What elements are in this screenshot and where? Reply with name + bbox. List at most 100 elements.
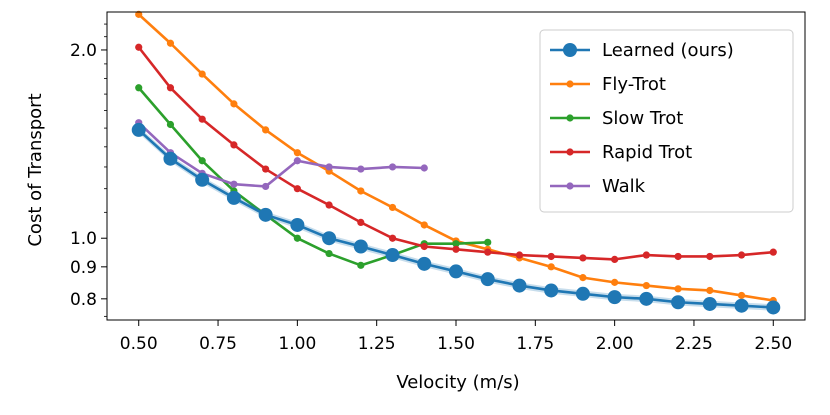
- point-fly-trot-3: [230, 100, 238, 108]
- point-learned-ours-7: [353, 239, 368, 254]
- y-tick-label: 1.0: [70, 229, 97, 249]
- point-fly-trot-14: [579, 274, 587, 282]
- point-learned-ours-11: [480, 272, 495, 287]
- legend-label-fly-trot: Fly-Trot: [602, 74, 666, 95]
- point-learned-ours-19: [734, 298, 749, 313]
- y-tick-label: 0.9: [70, 258, 97, 278]
- point-rapid-trot-11: [484, 248, 492, 256]
- point-walk-4: [262, 182, 270, 191]
- point-learned-ours-17: [671, 295, 686, 310]
- point-learned-ours-20: [766, 300, 781, 315]
- point-learned-ours-1: [163, 151, 178, 166]
- point-fly-trot-0: [135, 10, 143, 18]
- point-rapid-trot-8: [388, 234, 397, 242]
- point-learned-ours-16: [639, 291, 654, 306]
- point-rapid-trot-19: [737, 251, 746, 259]
- point-rapid-trot-5: [293, 185, 301, 193]
- point-slow-trot-1: [166, 120, 175, 129]
- point-learned-ours-10: [449, 264, 463, 279]
- point-rapid-trot-3: [230, 141, 238, 149]
- legend-marker-rapid-trot: [566, 148, 574, 156]
- point-learned-ours-12: [512, 278, 527, 293]
- point-learned-ours-8: [385, 248, 400, 263]
- legend-box: [539, 29, 794, 213]
- point-learned-ours-18: [702, 296, 717, 311]
- point-fly-trot-17: [674, 285, 682, 293]
- x-tick-label: 1.50: [437, 334, 475, 354]
- point-walk-8: [388, 163, 397, 171]
- point-fly-trot-4: [262, 126, 270, 134]
- point-fly-trot-2: [198, 70, 206, 78]
- point-learned-ours-6: [322, 231, 337, 246]
- point-rapid-trot-9: [420, 242, 428, 251]
- point-learned-ours-5: [290, 217, 305, 232]
- plot-layer: [131, 10, 781, 315]
- x-tick-label: 1.75: [516, 334, 554, 354]
- point-slow-trot-7: [357, 261, 365, 269]
- point-slow-trot-5: [293, 234, 301, 242]
- x-tick-label: 2.50: [754, 334, 792, 354]
- point-slow-trot-10: [452, 240, 460, 248]
- point-rapid-trot-13: [547, 252, 555, 261]
- point-slow-trot-0: [135, 84, 143, 92]
- point-walk-3: [230, 180, 238, 188]
- point-learned-ours-9: [417, 256, 432, 271]
- point-rapid-trot-20: [769, 248, 777, 256]
- point-slow-trot-2: [198, 157, 206, 165]
- y-tick-label: 0.8: [70, 290, 97, 310]
- point-slow-trot-6: [325, 249, 333, 258]
- point-fly-trot-16: [642, 281, 650, 290]
- point-rapid-trot-14: [579, 254, 587, 262]
- legend-marker-slow-trot: [566, 114, 574, 122]
- legend: Learned (ours) Fly-Trot Slow Trot Rapid Tro…: [539, 29, 794, 213]
- y-axis-label: Cost of Transport: [25, 93, 46, 246]
- point-walk-7: [357, 165, 365, 173]
- point-slow-trot-11: [484, 238, 492, 246]
- axes-layer: 0.50 0.75 1.00 1.25 1.50 1.75 2.00 2.25 2.50 0.8 0…: [70, 11, 806, 354]
- point-fly-trot-1: [166, 39, 175, 47]
- point-learned-ours-3: [226, 190, 241, 205]
- point-rapid-trot-0: [135, 43, 143, 51]
- point-fly-trot-18: [706, 286, 714, 295]
- x-tick-label: 1.00: [278, 334, 316, 354]
- point-walk-9: [420, 164, 428, 172]
- point-rapid-trot-6: [325, 201, 333, 209]
- point-rapid-trot-1: [166, 84, 175, 92]
- point-walk-6: [325, 163, 333, 171]
- point-walk-5: [293, 157, 301, 165]
- series-line-slow-trot: [137, 86, 488, 267]
- y-tick-label: 2.0: [70, 41, 97, 61]
- legend-label-walk: Walk: [602, 176, 646, 197]
- point-fly-trot-13: [547, 263, 555, 271]
- point-fly-trot-7: [357, 187, 365, 195]
- legend-label-rapid-trot: Rapid Trot: [602, 142, 692, 163]
- x-tick-label: 2.25: [675, 334, 713, 354]
- point-rapid-trot-7: [357, 218, 365, 226]
- point-learned-ours-4: [258, 207, 273, 222]
- point-rapid-trot-15: [611, 255, 619, 263]
- point-fly-trot-9: [420, 221, 428, 229]
- legend-label-slow-trot: Slow Trot: [602, 108, 683, 129]
- point-rapid-trot-2: [198, 115, 206, 123]
- legend-label-learned-ours: Learned (ours): [602, 40, 734, 61]
- point-learned-ours-13: [544, 283, 559, 298]
- point-fly-trot-15: [611, 278, 619, 286]
- series-line-walk: [137, 121, 425, 188]
- point-learned-ours-15: [607, 290, 622, 305]
- point-learned-ours-2: [195, 172, 210, 187]
- point-rapid-trot-10: [452, 245, 460, 253]
- point-rapid-trot-18: [706, 252, 714, 261]
- point-rapid-trot-4: [262, 165, 270, 173]
- point-fly-trot-19: [737, 291, 746, 300]
- legend-marker-walk: [566, 182, 574, 190]
- point-rapid-trot-12: [515, 251, 524, 259]
- x-tick-label: 1.25: [358, 334, 396, 354]
- point-fly-trot-5: [293, 149, 301, 157]
- legend-marker-learned-ours: [563, 43, 577, 57]
- x-tick-label: 2.00: [596, 334, 634, 354]
- x-tick-label: 0.75: [199, 334, 237, 354]
- x-tick-label: 0.50: [120, 334, 158, 354]
- point-learned-ours-14: [575, 286, 590, 301]
- x-axis-label: Velocity (m/s): [396, 372, 519, 393]
